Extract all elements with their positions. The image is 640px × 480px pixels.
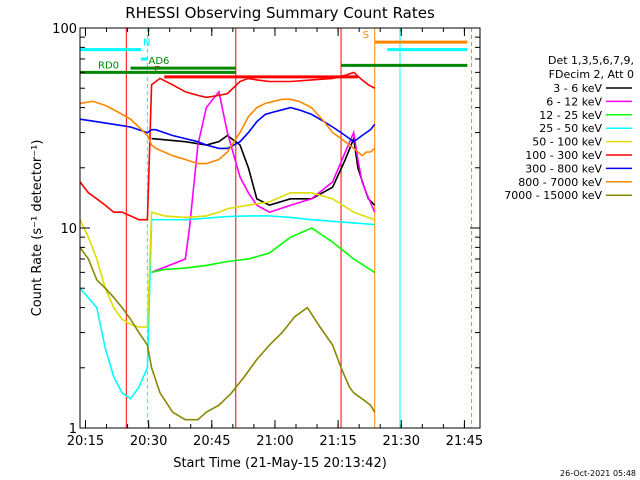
- annotation-label: S: [363, 30, 369, 41]
- x-tick-label: 21:45: [446, 434, 483, 449]
- x-tick-label: 20:45: [193, 434, 230, 449]
- series-line-7: [80, 98, 376, 165]
- x-tick-label: 21:00: [256, 434, 293, 449]
- legend: Det 1,3,5,6,7,9,FDecim 2, Att 03 - 6 keV…: [504, 54, 634, 202]
- plot-area: N F RD0 S AD6: [80, 28, 473, 428]
- annotation-label: F: [154, 65, 160, 76]
- annotation-label: RD0: [98, 60, 119, 71]
- legend-label: 300 - 800 keV: [525, 162, 602, 175]
- y-axis: 1 10 100: [52, 22, 480, 437]
- legend-label: 100 - 300 keV: [525, 149, 602, 162]
- x-tick-label: 20:15: [67, 434, 104, 449]
- y-axis-label: Count Rate (s⁻¹ detector⁻¹): [30, 140, 45, 317]
- series-line-4: [80, 192, 375, 328]
- legend-label: 6 - 12 keV: [546, 95, 602, 108]
- legend-header: FDecim 2, Att 0: [549, 68, 634, 81]
- legend-label: 25 - 50 keV: [539, 122, 602, 135]
- y-tick-label: 1: [69, 422, 77, 437]
- annotation-label: AD6: [149, 56, 170, 67]
- series-line-6: [80, 106, 376, 150]
- y-tick-label: 100: [52, 22, 77, 37]
- x-axis: 20:15 20:30 20:45 21:00 21:15 21:30 21:45: [67, 28, 483, 449]
- legend-label: 7000 - 15000 keV: [504, 189, 602, 202]
- series-line-0: [151, 134, 376, 207]
- x-tick-label: 21:15: [319, 434, 356, 449]
- x-axis-label: Start Time (21-May-15 20:13:42): [173, 456, 387, 471]
- plot-frame: [79, 27, 481, 429]
- series-line-3: [80, 215, 375, 400]
- legend-label: 50 - 100 keV: [532, 136, 602, 149]
- legend-label: 12 - 25 keV: [539, 109, 602, 122]
- series-line-2: [151, 227, 376, 274]
- footer-timestamp: 26-Oct-2021 05:48: [560, 469, 636, 478]
- series-line-8: [80, 246, 376, 421]
- series-line-1: [151, 89, 376, 274]
- annotation-label: N: [143, 38, 150, 49]
- legend-header: Det 1,3,5,6,7,9,: [548, 54, 634, 67]
- legend-label: 800 - 7000 keV: [518, 176, 602, 189]
- x-tick-label: 21:30: [383, 434, 420, 449]
- legend-label: 3 - 6 keV: [553, 82, 602, 95]
- chart-title: RHESSI Observing Summary Count Rates: [125, 4, 435, 22]
- x-tick-label: 20:30: [130, 434, 167, 449]
- y-tick-label: 10: [60, 222, 77, 237]
